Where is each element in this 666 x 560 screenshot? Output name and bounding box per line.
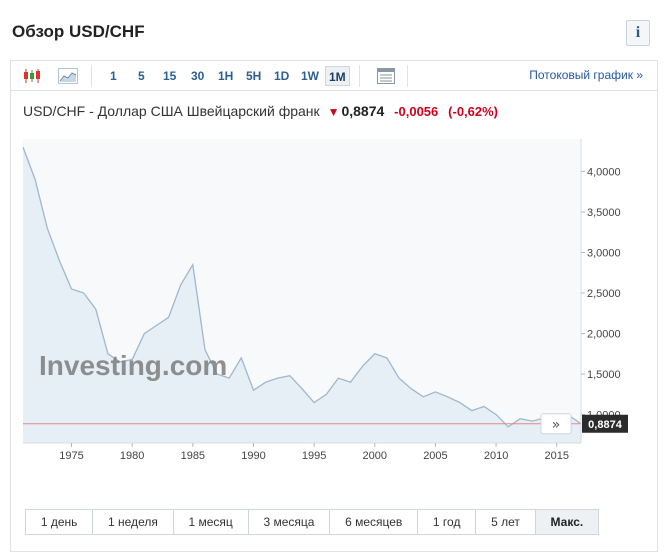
last-price: 0,8874 [341, 103, 385, 119]
scroll-right-button[interactable] [540, 413, 572, 435]
instrument-name: USD/CHF - Доллар США Швейцарский франк [23, 103, 320, 119]
x-tick-label: 2015 [544, 450, 568, 462]
price-change: -0,0056 [394, 104, 439, 119]
x-tick-label: 2010 [484, 450, 508, 462]
quote-line: USD/CHF - Доллар США Швейцарский франк ▼… [23, 103, 498, 119]
timeframe-1d[interactable]: 1D [274, 69, 290, 83]
y-tick-label: 2,5000 [587, 288, 621, 300]
area-chart-icon[interactable] [55, 64, 81, 88]
x-tick-label: 1985 [181, 450, 205, 462]
range-1-week[interactable]: 1 неделя [93, 510, 174, 534]
arrow-down-icon: ▼ [327, 105, 340, 119]
price-change-percent: (-0,62%) [448, 104, 499, 119]
range-max[interactable]: Макс. [535, 510, 599, 534]
last-value-badge [582, 414, 628, 433]
timeframe-5[interactable]: 5 [138, 69, 145, 83]
timeframe-5h[interactable]: 5H [246, 69, 262, 83]
range-1-month[interactable]: 1 месяц [174, 510, 249, 534]
last-value-label: 0,8874 [588, 419, 623, 431]
info-button[interactable]: i [626, 20, 650, 46]
x-tick-label: 1995 [302, 450, 326, 462]
timeframe-1m[interactable]: 1M [325, 66, 350, 86]
x-tick-label: 1990 [241, 450, 265, 462]
timeframe-30[interactable]: 30 [191, 69, 205, 83]
double-chevron-right-icon: » [552, 417, 561, 433]
timeframe-1h[interactable]: 1H [218, 69, 234, 83]
range-1-year[interactable]: 1 год [418, 510, 477, 534]
range-3-months[interactable]: 3 месяца [249, 510, 331, 534]
y-tick-label: 3,0000 [587, 247, 621, 259]
y-tick-label: 2,0000 [587, 329, 621, 341]
x-tick-label: 2000 [363, 450, 387, 462]
x-tick-label: 2005 [423, 450, 447, 462]
chart-svg[interactable]: Investing.com1,00001,50002,00002,50003,0… [11, 133, 657, 463]
y-tick-label: 4,0000 [587, 166, 621, 178]
toolbar-divider [91, 65, 92, 87]
price-area [23, 147, 581, 443]
investing-watermark: Investing.com [39, 350, 227, 381]
range-5-years[interactable]: 5 лет [476, 510, 536, 534]
chart-panel: 1 5 15 30 1H 5H 1D 1W 1M Потоковый графи… [10, 60, 658, 552]
x-tick-label: 1980 [120, 450, 144, 462]
price-chart[interactable]: Investing.com1,00001,50002,00002,50003,0… [11, 133, 657, 468]
timeframe-15[interactable]: 15 [163, 69, 177, 83]
range-6-months[interactable]: 6 месяцев [330, 510, 419, 534]
toolbar-divider [407, 65, 408, 87]
timeframe-1w[interactable]: 1W [301, 69, 319, 83]
range-selector: 1 день 1 неделя 1 месяц 3 месяца 6 месяц… [25, 509, 599, 535]
candlestick-icon[interactable] [19, 64, 45, 88]
table-view-icon[interactable] [373, 64, 399, 88]
toolbar-divider [359, 65, 360, 87]
page-title: Обзор USD/CHF [12, 22, 145, 41]
timeframe-1[interactable]: 1 [110, 69, 117, 83]
chart-toolbar: 1 5 15 30 1H 5H 1D 1W 1M Потоковый графи… [11, 61, 657, 91]
price-line [22, 146, 582, 428]
streaming-chart-link[interactable]: Потоковый график » [529, 68, 643, 82]
y-tick-label: 3,5000 [587, 207, 621, 219]
y-tick-label: 1,5000 [587, 369, 621, 381]
header: Обзор USD/CHF i [0, 0, 666, 56]
x-tick-label: 1975 [59, 450, 83, 462]
range-1-day[interactable]: 1 день [26, 510, 94, 534]
